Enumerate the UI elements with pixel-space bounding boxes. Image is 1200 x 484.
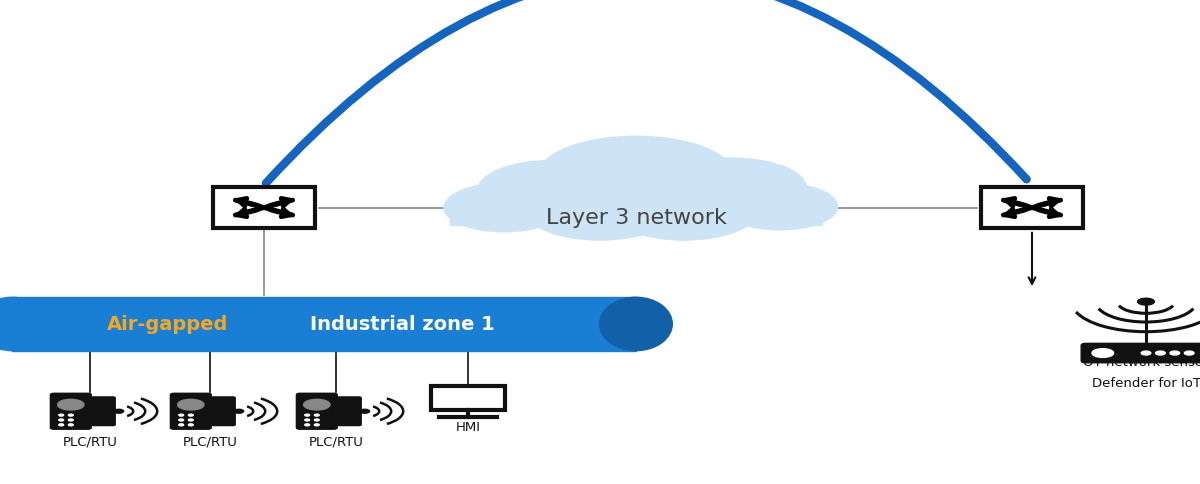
Circle shape — [444, 184, 564, 232]
Circle shape — [179, 414, 184, 416]
Circle shape — [114, 409, 124, 413]
Circle shape — [188, 419, 193, 421]
Circle shape — [188, 414, 193, 416]
FancyBboxPatch shape — [50, 393, 91, 429]
Circle shape — [1170, 351, 1180, 355]
Text: PLC/RTU: PLC/RTU — [308, 435, 364, 448]
Circle shape — [1156, 351, 1165, 355]
Circle shape — [58, 399, 84, 410]
FancyArrowPatch shape — [266, 0, 1026, 184]
Circle shape — [305, 414, 310, 416]
Circle shape — [179, 419, 184, 421]
FancyBboxPatch shape — [1081, 344, 1200, 363]
Text: Industrial zone 1: Industrial zone 1 — [310, 315, 494, 334]
FancyBboxPatch shape — [431, 386, 505, 410]
Circle shape — [314, 414, 319, 416]
Circle shape — [68, 414, 73, 416]
FancyBboxPatch shape — [982, 188, 1084, 229]
FancyBboxPatch shape — [170, 393, 211, 429]
Circle shape — [1092, 349, 1114, 358]
Circle shape — [1184, 351, 1194, 355]
Circle shape — [610, 181, 758, 241]
Circle shape — [59, 414, 64, 416]
FancyBboxPatch shape — [335, 397, 361, 426]
Circle shape — [305, 424, 310, 426]
Circle shape — [188, 424, 193, 426]
Circle shape — [526, 181, 674, 241]
FancyBboxPatch shape — [296, 393, 337, 429]
Circle shape — [314, 424, 319, 426]
Circle shape — [179, 424, 184, 426]
FancyBboxPatch shape — [214, 188, 314, 229]
Ellipse shape — [600, 298, 672, 351]
Text: PLC/RTU: PLC/RTU — [182, 435, 238, 448]
Circle shape — [1138, 299, 1154, 305]
Text: Air-gapped: Air-gapped — [107, 315, 229, 334]
Circle shape — [305, 419, 310, 421]
FancyBboxPatch shape — [89, 397, 115, 426]
Circle shape — [68, 419, 73, 421]
Circle shape — [478, 161, 626, 221]
FancyBboxPatch shape — [209, 397, 235, 426]
Circle shape — [722, 184, 838, 230]
Circle shape — [178, 399, 204, 410]
Text: Defender for IoT: Defender for IoT — [1092, 376, 1200, 389]
Text: Layer 3 network: Layer 3 network — [546, 208, 726, 228]
Circle shape — [304, 399, 330, 410]
Ellipse shape — [0, 298, 48, 351]
Circle shape — [59, 419, 64, 421]
Text: PLC/RTU: PLC/RTU — [62, 435, 118, 448]
Circle shape — [68, 424, 73, 426]
Circle shape — [658, 159, 806, 219]
Text: OT network sensor: OT network sensor — [1084, 356, 1200, 369]
Circle shape — [59, 424, 64, 426]
Circle shape — [538, 137, 734, 216]
Circle shape — [1141, 351, 1151, 355]
FancyBboxPatch shape — [450, 201, 822, 225]
Circle shape — [360, 409, 370, 413]
Circle shape — [234, 409, 244, 413]
Text: HMI: HMI — [456, 420, 480, 433]
Circle shape — [314, 419, 319, 421]
Bar — [12, 298, 636, 351]
